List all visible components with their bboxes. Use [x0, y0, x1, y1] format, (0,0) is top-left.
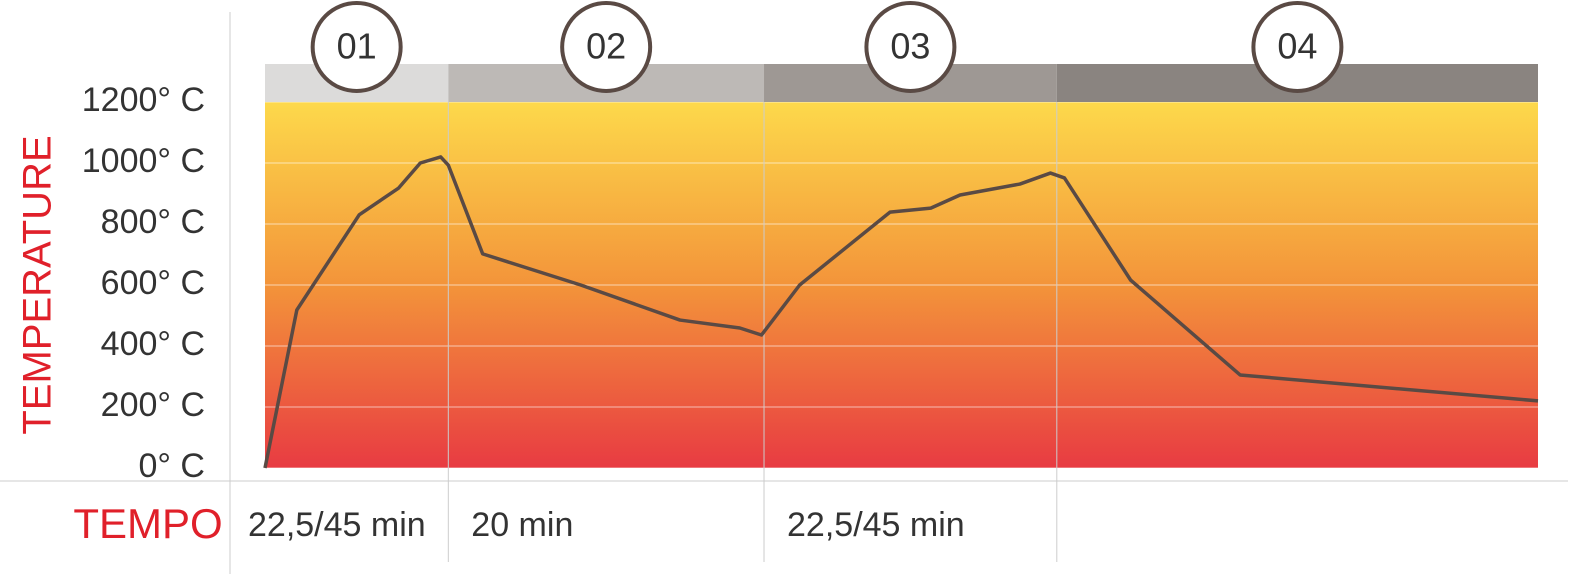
phase-label: 02 [586, 26, 626, 67]
y-tick-label: 600° C [101, 264, 205, 302]
y-axis-label: TEMPERATURE [16, 135, 60, 434]
temperature-line [263, 155, 1539, 469]
phase-label: 04 [1277, 26, 1317, 67]
phase-badge [864, 1, 957, 93]
phase-label: 03 [890, 26, 930, 67]
y-tick-label: 1000° C [82, 142, 205, 180]
y-tick-label: 400° C [101, 325, 205, 363]
y-tick-label: 200° C [101, 386, 205, 424]
phase-badge [310, 1, 403, 93]
x-axis-label: TEMPO [73, 500, 222, 547]
phase-badge [560, 1, 653, 93]
phase-duration: 22,5/45 min [787, 506, 965, 544]
y-tick-label: 0° C [138, 447, 205, 485]
phase-badge [1251, 1, 1344, 93]
phase-duration: 22,5/45 min [248, 506, 426, 544]
y-tick-label: 1200° C [82, 81, 205, 119]
phase-duration: 20 min [471, 506, 573, 544]
phase-label: 01 [337, 26, 377, 67]
y-tick-label: 800° C [101, 203, 205, 241]
